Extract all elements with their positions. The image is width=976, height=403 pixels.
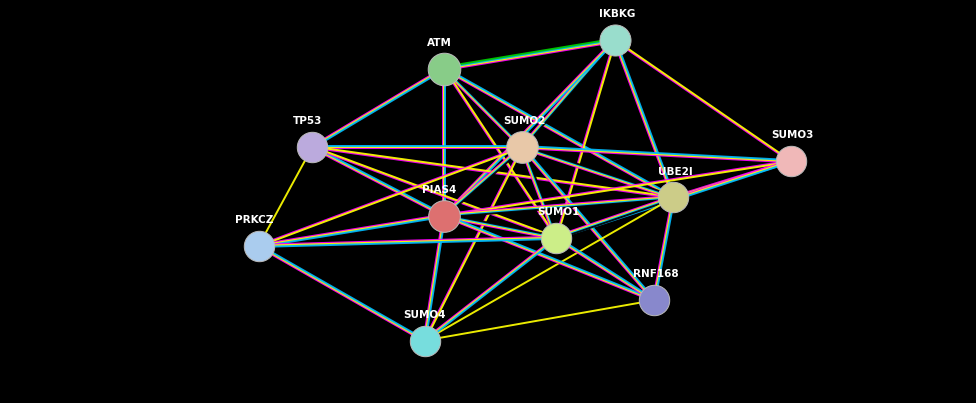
Text: SUMO4: SUMO4	[403, 310, 446, 320]
Point	[417, 337, 432, 344]
Text: UBE2I: UBE2I	[658, 166, 693, 177]
Point	[607, 37, 623, 44]
Point	[666, 194, 681, 201]
Point	[514, 144, 530, 150]
Point	[436, 65, 452, 72]
Text: SUMO2: SUMO2	[503, 116, 546, 126]
Text: RNF168: RNF168	[633, 269, 678, 279]
Point	[783, 158, 798, 164]
Point	[549, 235, 564, 241]
Point	[436, 212, 452, 219]
Text: PRKCZ: PRKCZ	[234, 215, 273, 225]
Point	[251, 243, 266, 249]
Text: ATM: ATM	[427, 37, 452, 48]
Text: SUMO3: SUMO3	[771, 130, 814, 140]
Text: SUMO1: SUMO1	[537, 207, 580, 217]
Point	[646, 297, 662, 303]
Text: IKBKG: IKBKG	[598, 9, 635, 19]
Text: TP53: TP53	[293, 116, 322, 126]
Text: PIAS4: PIAS4	[422, 185, 457, 195]
Point	[305, 144, 320, 150]
